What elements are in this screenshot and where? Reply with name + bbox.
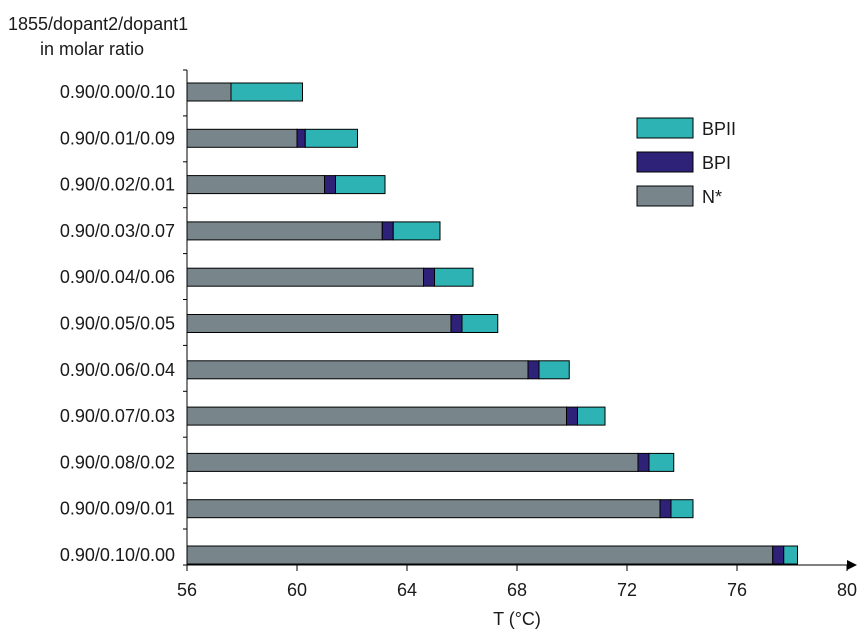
- bar-bpi: [450, 314, 463, 333]
- x-tick-label: 76: [727, 580, 747, 600]
- bar-bpi: [637, 452, 650, 472]
- y-axis-title: 1855/dopant2/dopant1 in molar ratio: [8, 14, 188, 59]
- legend-swatch: [636, 117, 694, 139]
- category-label: 0.90/0.06/0.04: [60, 360, 175, 380]
- y-ticks: [183, 69, 187, 566]
- bar-bpi: [659, 499, 672, 519]
- bar-bpii: [304, 128, 358, 148]
- legend-label: N*: [702, 187, 722, 207]
- category-label: 0.90/0.00/0.10: [60, 82, 175, 102]
- bar-nstar: [186, 82, 232, 102]
- x-tick-label: 72: [617, 580, 637, 600]
- legend-swatch: [636, 185, 694, 207]
- y-axis-title-line1: 1855/dopant2/dopant1: [8, 14, 188, 34]
- bar-nstar: [186, 221, 383, 241]
- bar-bpii: [392, 221, 441, 241]
- x-tick-label: 68: [507, 580, 527, 600]
- x-tick-label: 60: [287, 580, 307, 600]
- category-label: 0.90/0.03/0.07: [60, 221, 175, 241]
- x-ticks: 56 60 64 68 72 76 80: [177, 565, 857, 600]
- x-tick-label: 64: [397, 580, 417, 600]
- x-tick-label: 80: [837, 580, 857, 600]
- bar-nstar: [186, 406, 567, 426]
- category-label: 0.90/0.07/0.03: [60, 406, 175, 426]
- bar-bpi: [423, 267, 435, 287]
- legend: BPII BPI N*: [636, 117, 736, 207]
- category-label: 0.90/0.04/0.06: [60, 267, 175, 287]
- category-label: 0.90/0.09/0.01: [60, 499, 175, 519]
- bar-bpi: [381, 221, 394, 241]
- category-label: 0.90/0.02/0.01: [60, 175, 175, 195]
- bar-nstar: [186, 452, 639, 472]
- legend-swatch: [636, 151, 694, 173]
- bar-bpi: [772, 545, 785, 565]
- bar-nstar: [186, 267, 424, 287]
- category-label: 0.90/0.08/0.02: [60, 452, 175, 472]
- bar-bpii: [538, 360, 570, 380]
- bar-bpi: [566, 406, 578, 426]
- category-labels: 0.90/0.00/0.10 0.90/0.01/0.09 0.90/0.02/0.…: [60, 82, 175, 565]
- x-axis-label: T (°C): [493, 609, 541, 629]
- y-axis-title-line2: in molar ratio: [40, 39, 144, 59]
- bar-bpii: [461, 314, 499, 333]
- category-label: 0.90/0.10/0.00: [60, 545, 175, 565]
- bar-nstar: [186, 314, 452, 333]
- bar-nstar: [186, 360, 529, 380]
- bar-bpii: [648, 452, 675, 472]
- bar-bpi: [324, 175, 336, 195]
- bar-bpi: [296, 128, 306, 148]
- x-axis-arrowhead: [847, 560, 857, 570]
- bar-bpii: [335, 175, 386, 195]
- bar-bpii: [577, 406, 606, 426]
- x-tick-label: 56: [177, 580, 197, 600]
- bar-bpii: [783, 545, 798, 565]
- legend-label: BPII: [702, 119, 736, 139]
- bars: [186, 82, 798, 565]
- bar-bpii: [434, 267, 474, 287]
- legend-label: BPI: [702, 153, 731, 173]
- bar-nstar: [186, 128, 298, 148]
- bar-nstar: [186, 175, 325, 195]
- bar-bpii: [230, 82, 303, 102]
- bar-nstar: [186, 545, 774, 565]
- bar-bpi: [527, 360, 540, 380]
- bar-nstar: [186, 499, 661, 519]
- bar-bpii: [670, 499, 694, 519]
- category-label: 0.90/0.01/0.09: [60, 128, 175, 148]
- category-label: 0.90/0.05/0.05: [60, 314, 175, 334]
